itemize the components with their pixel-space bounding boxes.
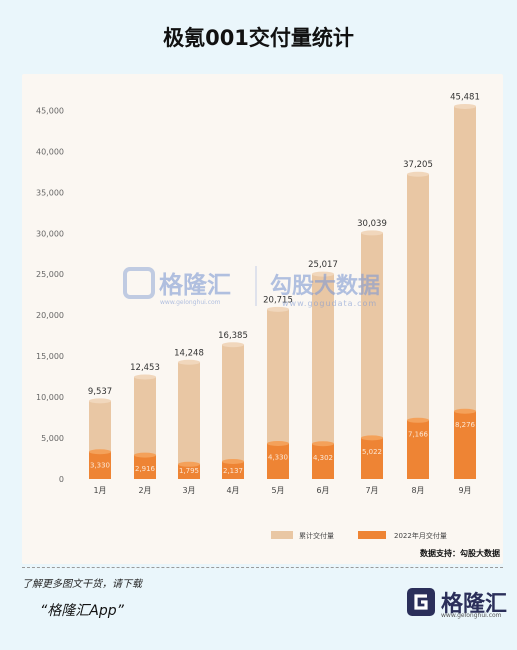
monthly-bar-cap (222, 458, 244, 464)
x-tick-label: 8月 (411, 486, 424, 495)
monthly-bar (454, 411, 476, 479)
divider (22, 567, 503, 568)
y-tick-label: 20,000 (36, 311, 64, 320)
x-tick-label: 3月 (182, 486, 195, 495)
watermark-logo-icon (123, 267, 155, 299)
total-value-label: 30,039 (357, 219, 387, 229)
monthly-bar-cap (407, 417, 429, 423)
total-value-label: 9,537 (88, 387, 112, 397)
total-value-label: 45,481 (450, 92, 480, 102)
monthly-value-label: 4,302 (313, 454, 333, 462)
total-value-label: 12,453 (130, 363, 160, 373)
monthly-bar (312, 443, 334, 479)
monthly-bar (407, 420, 429, 479)
y-tick-label: 30,000 (36, 229, 64, 238)
footer-logo-text: 格隆汇 (441, 592, 508, 617)
footer-logo-url: www.gelonghui.com (441, 612, 502, 619)
monthly-bar-cap (178, 461, 200, 467)
x-tick-label: 1月 (93, 486, 106, 495)
y-tick-label: 40,000 (36, 147, 64, 156)
total-bar (454, 106, 476, 479)
x-tick-label: 6月 (316, 486, 329, 495)
total-bar-cap (312, 271, 334, 277)
total-bar (178, 362, 200, 479)
source-note: 数据支持：勾股大数据 (420, 548, 500, 558)
y-tick-label: 45,000 (36, 106, 64, 115)
bar-chart: 0 5,000 10,000 15,000 20,000 25,000 30,000 35,0… (36, 92, 500, 558)
watermark-brand2: 勾股大数据 (270, 273, 380, 299)
monthly-bar (267, 443, 289, 479)
gelonghui-logo-icon (407, 588, 435, 616)
total-value-label: 37,205 (403, 160, 433, 170)
monthly-value-label: 2,916 (135, 465, 156, 473)
monthly-bar (222, 461, 244, 479)
x-tick-label: 9月 (458, 486, 471, 495)
monthly-value-label: 5,022 (362, 448, 382, 456)
total-value-label: 25,017 (308, 260, 338, 270)
y-tick-label: 0 (59, 475, 64, 484)
total-bar (222, 344, 244, 479)
y-tick-label: 15,000 (36, 352, 64, 361)
total-bar-cap (361, 230, 383, 236)
footer-text: 了解更多图文干货，请下载 (22, 579, 142, 590)
y-tick-label: 35,000 (36, 188, 64, 197)
y-tick-label: 5,000 (41, 434, 64, 443)
total-value-label: 16,385 (218, 331, 248, 341)
y-tick-label: 10,000 (36, 393, 64, 402)
monthly-value-label: 8,276 (455, 421, 476, 429)
legend-swatch-monthly (358, 531, 386, 539)
monthly-value-label: 3,330 (90, 462, 110, 470)
total-bar (267, 309, 289, 479)
footer-app-name: “格隆汇App” (40, 603, 124, 619)
legend-label-total: 累计交付量 (299, 531, 334, 540)
total-bar-cap (454, 103, 476, 109)
monthly-bar-cap (89, 449, 111, 455)
monthly-bar (89, 451, 111, 479)
monthly-value-label: 2,137 (223, 467, 243, 475)
total-bar-cap (134, 374, 156, 380)
total-bar-cap (178, 359, 200, 365)
monthly-value-label: 1,795 (179, 467, 199, 475)
watermark-brand2-url: www.gogudata.com (282, 299, 377, 308)
total-bar-cap (267, 306, 289, 312)
y-tick-label: 25,000 (36, 270, 64, 279)
watermark-brand1: 格隆汇 (159, 271, 231, 299)
page-title: 极氪001交付量统计 (163, 26, 354, 50)
legend-label-monthly: 2022年月交付量 (394, 531, 447, 540)
monthly-bar (134, 455, 156, 479)
x-tick-label: 7月 (365, 486, 378, 495)
watermark-brand1-url: www.gelonghui.com (160, 299, 221, 306)
x-tick-label: 2月 (138, 486, 151, 495)
x-tick-label: 4月 (226, 486, 239, 495)
monthly-bar-cap (267, 441, 289, 447)
total-value-label: 14,248 (174, 348, 204, 358)
legend-swatch-total (271, 531, 293, 539)
total-bar-cap (222, 342, 244, 348)
total-bar-cap (407, 171, 429, 177)
monthly-bar-cap (361, 435, 383, 441)
chart-card: 0 5,000 10,000 15,000 20,000 25,000 30,000 35,0… (22, 74, 503, 564)
x-tick-label: 5月 (271, 486, 284, 495)
monthly-bar-cap (312, 441, 334, 447)
monthly-bar-cap (134, 452, 156, 458)
total-bar-cap (89, 398, 111, 404)
total-value-label: 20,715 (263, 295, 293, 305)
monthly-bar (361, 437, 383, 479)
total-bar (407, 174, 429, 479)
total-bar (312, 274, 334, 479)
total-bar (361, 232, 383, 479)
monthly-value-label: 7,166 (408, 430, 429, 438)
monthly-bar-cap (454, 408, 476, 414)
monthly-value-label: 4,330 (268, 454, 288, 462)
monthly-bar (178, 464, 200, 479)
